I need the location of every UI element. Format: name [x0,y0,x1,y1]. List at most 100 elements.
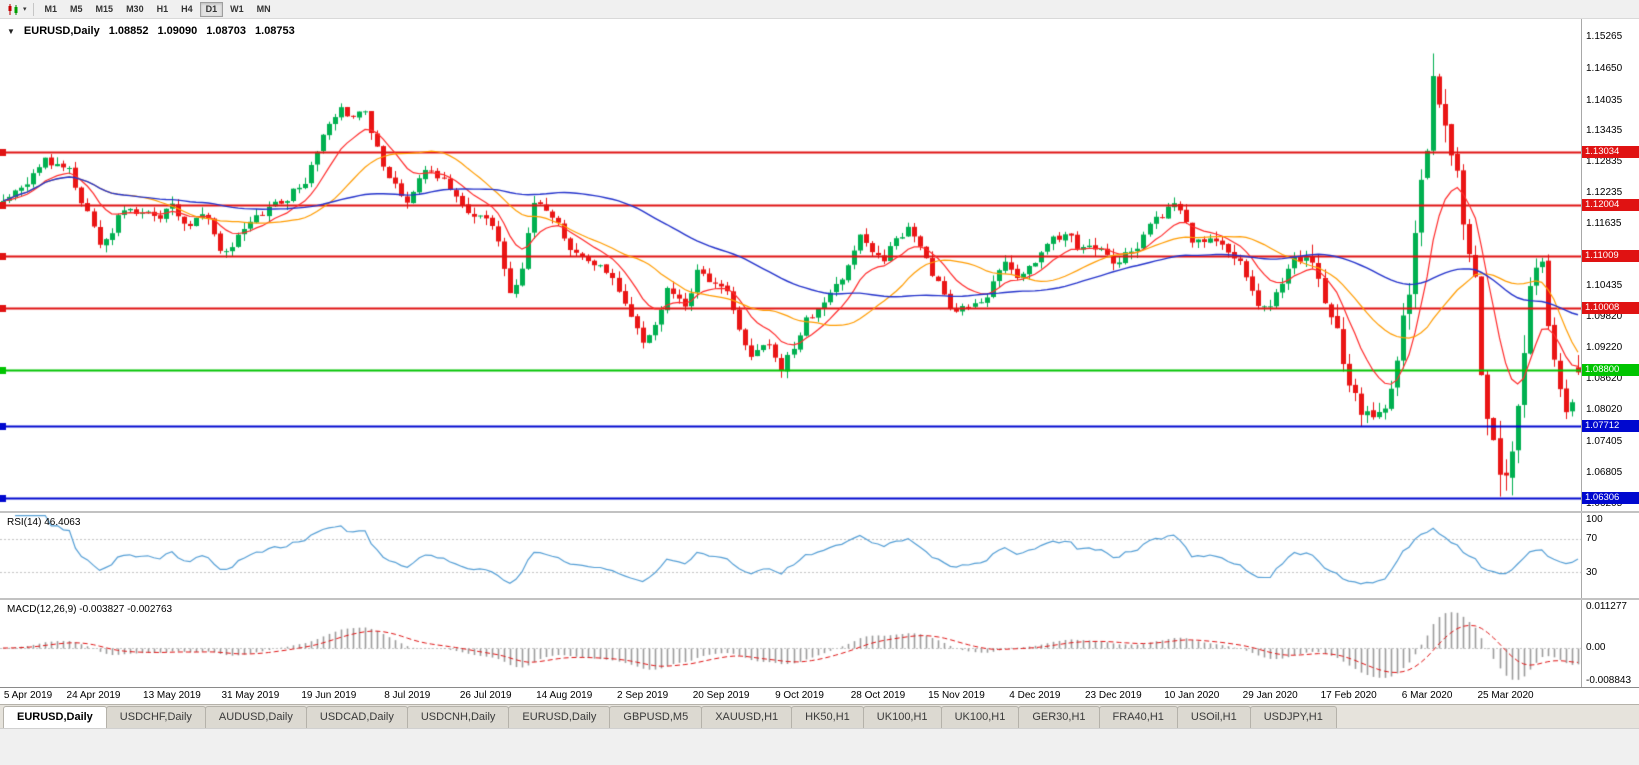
chart-tab-usdcad-daily[interactable]: USDCAD,Daily [305,706,408,728]
time-axis-label: 14 Aug 2019 [536,690,593,701]
main-chart-canvas[interactable] [0,19,1581,511]
time-axis-label: 31 May 2019 [221,690,280,701]
time-axis-label: 24 Apr 2019 [66,690,121,701]
time-axis-label: 10 Jan 2020 [1164,690,1220,701]
price-tick: 1.15265 [1586,31,1623,43]
timeframe-button-w1[interactable]: W1 [224,2,250,17]
rsi-canvas[interactable] [0,513,1581,598]
chart-tab-audusd-daily[interactable]: AUDUSD,Daily [204,706,307,728]
hline-price-label: 1.08800 [1582,363,1639,376]
timeframe-button-d1[interactable]: D1 [199,1,224,17]
rsi-axis-tick: 70 [1586,532,1598,544]
price-tick: 1.12235 [1586,187,1623,199]
price-axis[interactable]: 1.15265 1.14650 1.14035 1.13435 1.12835 1.122… [1581,19,1639,511]
timeframe-button-m15[interactable]: M15 [90,2,120,17]
hline-price-label: 1.10008 [1582,301,1639,314]
chart-tab-usdjpy-h1[interactable]: USDJPY,H1 [1249,706,1337,728]
price-tick: 1.14650 [1586,62,1623,74]
price-tick: 1.13435 [1586,125,1623,137]
chart-symbol-period: EURUSD,Daily [23,25,100,37]
macd-panel: MACD(12,26,9) -0.003827 -0.002763 0.0112… [0,600,1639,687]
macd-axis-tick: 0.00 [1586,642,1606,654]
time-axis-label: 20 Sep 2019 [692,690,750,701]
chart-tab-gbpusd-m5[interactable]: GBPUSD,M5 [609,706,703,728]
chart-tabs-bar: EURUSD,Daily USDCHF,Daily AUDUSD,Daily USDC… [0,704,1639,728]
time-axis-label: 13 May 2019 [143,690,201,701]
price-tick: 1.14035 [1586,94,1623,106]
price-tick: 1.11635 [1586,218,1622,230]
ohlc-open: 1.08852 [108,25,149,37]
macd-label: MACD(12,26,9) -0.003827 -0.002763 [7,604,173,615]
ohlc-close: 1.08753 [255,25,295,37]
time-axis-label: 9 Oct 2019 [775,690,824,701]
chart-type-dropdown-icon[interactable]: ▾ [23,6,27,13]
chart-tab-usdcnh-daily[interactable]: USDCNH,Daily [406,706,510,728]
main-price-panel: ▼ EURUSD,Daily 1.08852 1.09090 1.08703 1… [0,19,1639,511]
panel-splitter[interactable] [0,598,1639,600]
price-tick: 1.10435 [1586,279,1623,291]
price-tick: 1.09220 [1586,342,1623,354]
hline-price-label: 1.11009 [1582,250,1639,263]
rsi-axis[interactable]: 100 70 30 [1581,513,1639,598]
time-axis-label: 4 Dec 2019 [1009,690,1061,701]
panel-splitter[interactable] [0,511,1639,513]
macd-axis-tick: 0.011277 [1586,601,1627,612]
time-axis-label: 29 Jan 2020 [1242,690,1298,701]
macd-canvas[interactable] [0,600,1581,687]
hline-price-label: 1.12004 [1582,199,1639,212]
time-axis[interactable]: 5 Apr 2019 24 Apr 2019 13 May 2019 31 May 2… [0,687,1639,704]
chart-type-icon[interactable] [4,2,22,16]
chart-tab-usdchf-daily[interactable]: USDCHF,Daily [105,706,206,728]
chart-tab-ger30-h1[interactable]: GER30,H1 [1018,706,1100,728]
chart-tab-fra40-h1[interactable]: FRA40,H1 [1098,706,1178,728]
timeframe-button-mn[interactable]: MN [251,2,277,17]
toolbar-separator [32,2,34,16]
hline-price-label: 1.06306 [1582,492,1639,505]
status-strip [0,728,1639,765]
chart-tab-xauusd-h1[interactable]: XAUUSD,H1 [701,706,793,728]
time-axis-label: 8 Jul 2019 [384,690,431,701]
rsi-axis-tick: 30 [1586,566,1598,578]
ohlc-low: 1.08703 [206,25,247,37]
time-axis-label: 15 Nov 2019 [928,690,985,701]
price-tick: 1.08020 [1586,404,1623,416]
chart-tab-hk50-h1[interactable]: HK50,H1 [791,706,864,728]
macd-axis-tick: -0.008843 [1586,675,1632,686]
chart-tab-uk100-h1[interactable]: UK100,H1 [940,706,1020,728]
timeframe-button-m1[interactable]: M1 [39,2,64,17]
price-tick: 1.09820 [1586,311,1623,323]
chart-title: ▼ EURUSD,Daily 1.08852 1.09090 1.08703 1… [7,25,295,37]
time-axis-label: 6 Mar 2020 [1401,690,1453,701]
rsi-label: RSI(14) 46.4063 [7,517,81,528]
rsi-axis-tick: 100 [1586,514,1603,525]
price-tick: 1.12835 [1586,156,1623,168]
timeframe-button-h4[interactable]: H4 [175,2,199,17]
time-axis-label: 25 Mar 2020 [1477,690,1534,701]
price-tick: 1.08620 [1586,373,1623,385]
time-axis-label: 5 Apr 2019 [3,690,53,701]
hline-price-label: 1.07712 [1582,419,1639,432]
ohlc-high: 1.09090 [157,25,198,37]
timeframe-buttons: M1 M5 M15 M30 H1 H4 D1 W1 MN [39,1,277,17]
time-axis-label: 23 Dec 2019 [1084,690,1142,701]
timeframe-button-m30[interactable]: M30 [120,2,150,17]
chart-tab-uk100-h1[interactable]: UK100,H1 [862,706,942,728]
price-tick: 1.07405 [1586,435,1623,447]
one-click-trading-toggle-icon[interactable]: ▼ [7,26,15,36]
price-tick: 1.06805 [1586,466,1623,478]
rsi-panel: RSI(14) 46.4063 100 70 30 [0,513,1639,598]
macd-axis[interactable]: 0.011277 0.00 -0.008843 [1581,600,1639,687]
time-axis-label: 26 Jul 2019 [459,690,512,701]
time-axis-label: 28 Oct 2019 [850,690,906,701]
toolbar: ▾ M1 M5 M15 M30 H1 H4 D1 W1 MN [0,0,1639,19]
time-axis-label: 17 Feb 2020 [1320,690,1377,701]
timeframe-button-h1[interactable]: H1 [151,2,175,17]
chart-tab-usoil-h1[interactable]: USOil,H1 [1176,706,1251,728]
chart-tab-eurusd-daily[interactable]: EURUSD,Daily [508,706,611,728]
chart-window: ▼ EURUSD,Daily 1.08852 1.09090 1.08703 1… [0,19,1639,704]
chart-tab-eurusd-daily[interactable]: EURUSD,Daily [3,706,107,728]
hline-price-label: 1.13034 [1582,146,1639,159]
time-axis-label: 19 Jun 2019 [301,690,357,701]
timeframe-button-m5[interactable]: M5 [64,2,89,17]
